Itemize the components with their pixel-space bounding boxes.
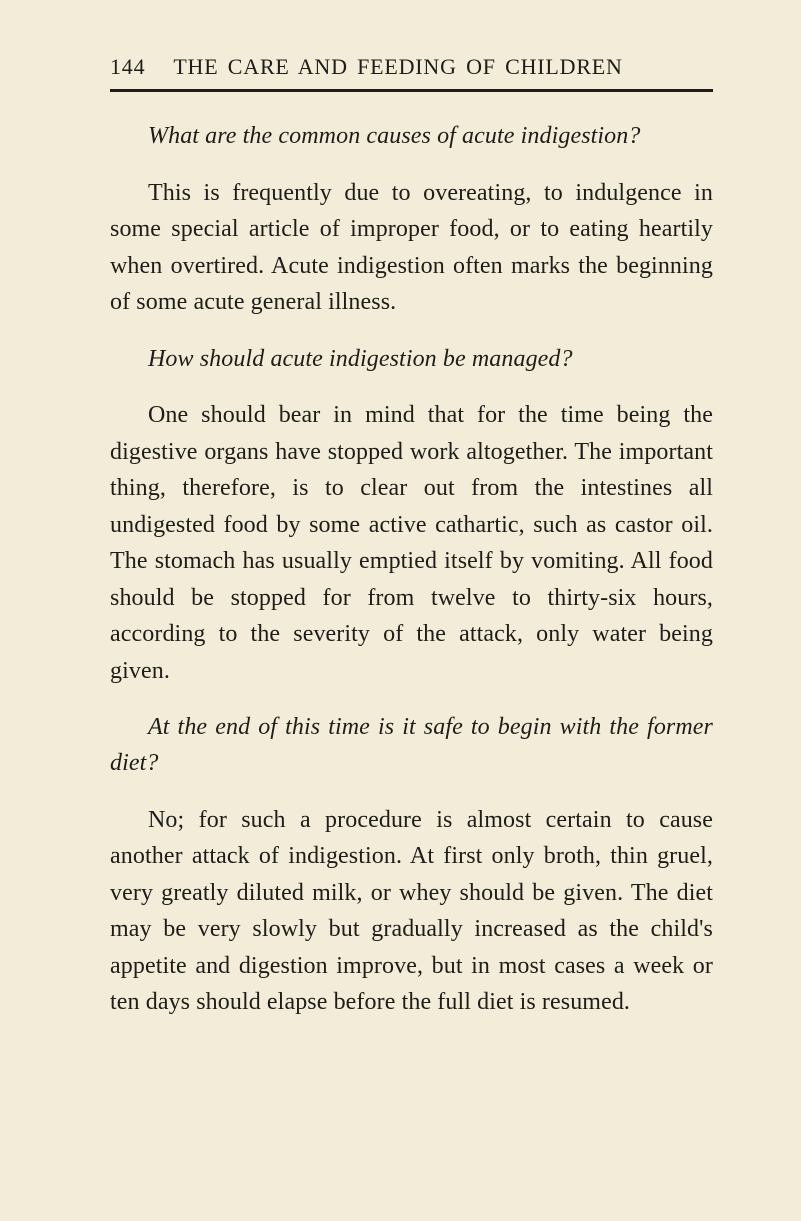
running-header: 144 THE CARE AND FEEDING OF CHILDREN	[110, 50, 713, 83]
question-1-text: What are the common causes of acute indi…	[148, 123, 641, 149]
header-rule	[110, 89, 713, 92]
question-3-text: At the end of this time is it safe to be…	[110, 714, 713, 776]
answer-2: One should bear in mind that for the tim…	[110, 397, 713, 689]
page-number: 144	[110, 54, 145, 79]
running-head-text: THE CARE AND FEEDING OF CHILDREN	[173, 54, 622, 79]
question-3: At the end of this time is it safe to be…	[110, 709, 713, 782]
question-1: What are the common causes of acute indi…	[110, 118, 713, 154]
answer-3: No; for such a procedure is almost certa…	[110, 802, 713, 1021]
question-2: How should acute indigestion be managed?	[110, 341, 713, 377]
question-2-text: How should acute indigestion be managed?	[148, 346, 573, 372]
answer-1: This is frequently due to overeating, to…	[110, 175, 713, 321]
